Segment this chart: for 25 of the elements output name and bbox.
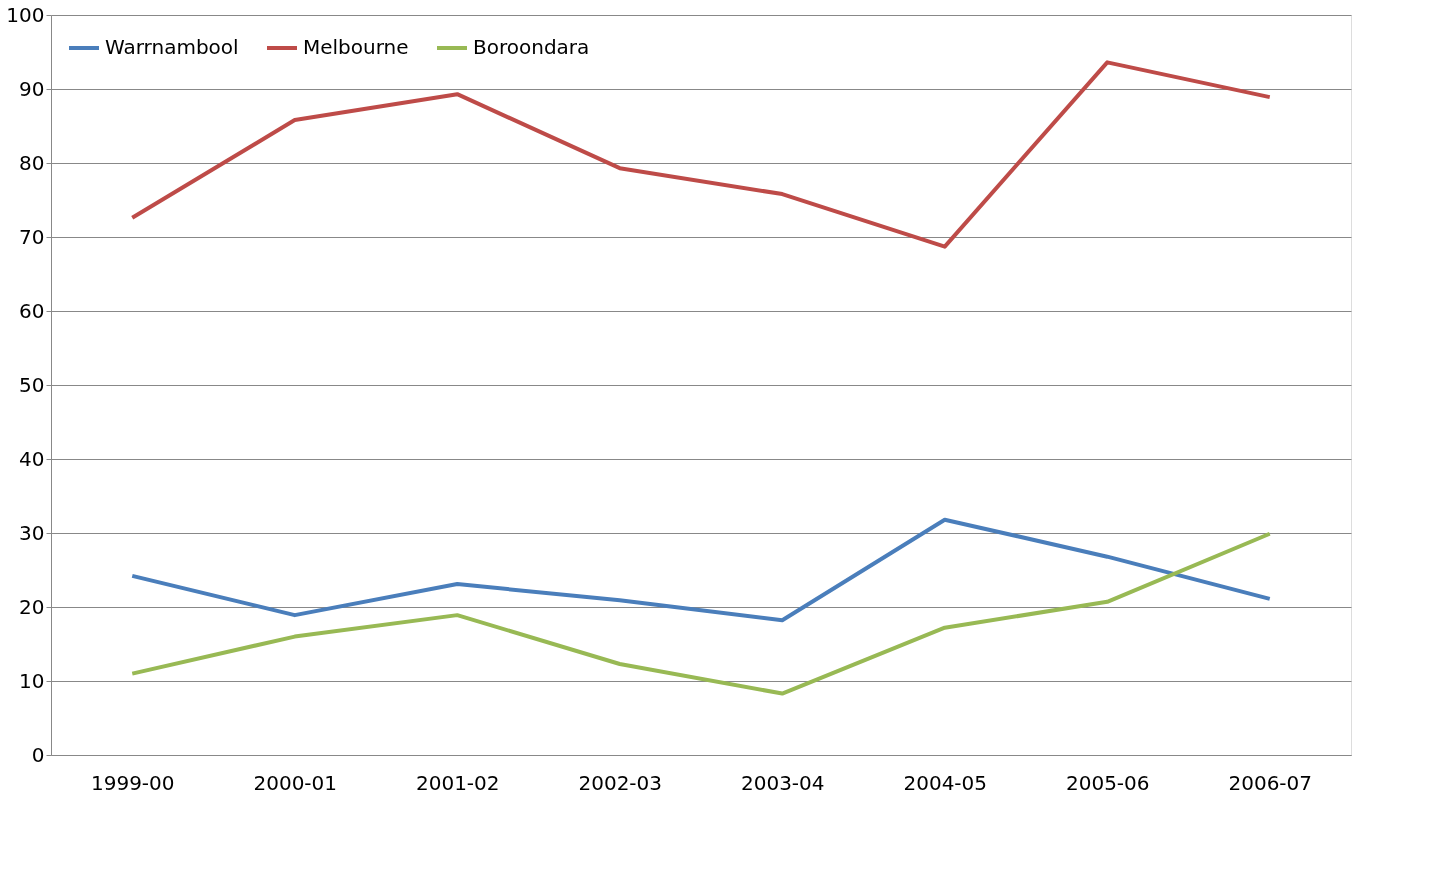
y-tick-label: 20 xyxy=(19,594,45,619)
y-tick-label: 0 xyxy=(31,742,45,767)
legend-label: Boroondara xyxy=(473,35,590,59)
y-tick-label: 40 xyxy=(19,446,45,471)
y-tick-label: 90 xyxy=(19,76,45,101)
x-tick-label: 2000-01 xyxy=(253,770,338,795)
y-tick-label: 30 xyxy=(19,520,45,545)
x-tick-label: 2004-05 xyxy=(903,770,988,795)
y-tick-label: 70 xyxy=(19,224,45,249)
y-tick-label: 60 xyxy=(19,298,45,323)
y-tick-label: 50 xyxy=(19,372,45,397)
x-tick-label: 2005-06 xyxy=(1065,770,1150,795)
y-tick-label: 10 xyxy=(19,668,45,693)
x-tick-label: 2002-03 xyxy=(578,770,663,795)
legend-label: Warrnambool xyxy=(105,35,239,59)
legend-label: Melbourne xyxy=(303,35,409,59)
line-series xyxy=(130,531,1272,696)
x-tick-label: 1999-00 xyxy=(90,770,175,795)
line-series xyxy=(130,517,1272,623)
x-tick-label: 2003-04 xyxy=(740,770,825,795)
line-series xyxy=(130,60,1272,249)
y-tick-label: 80 xyxy=(19,150,45,175)
x-tick-label: 2006-07 xyxy=(1228,770,1313,795)
y-tick-label: 100 xyxy=(6,2,45,27)
x-tick-label: 2001-02 xyxy=(415,770,500,795)
